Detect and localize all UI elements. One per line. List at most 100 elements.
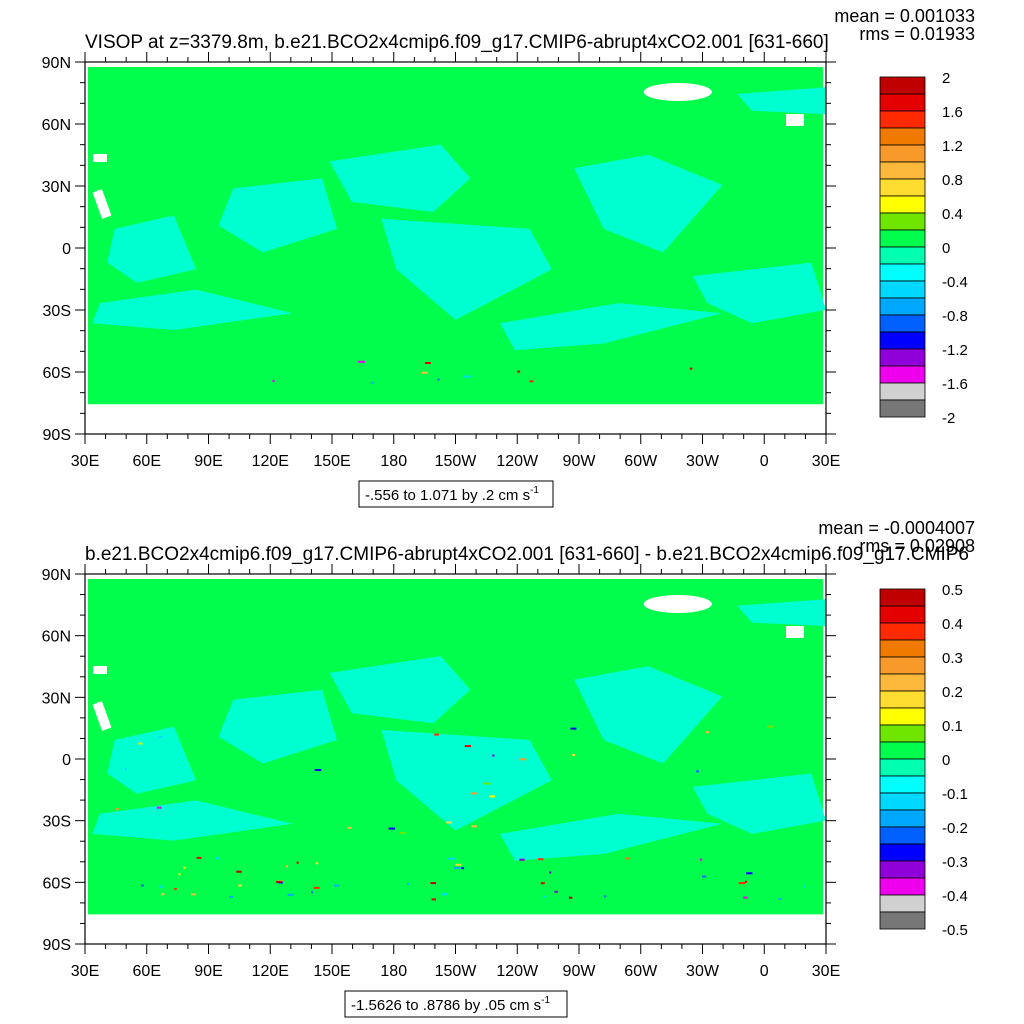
map-panel-2: b.e21.BCO2x4cmip6.f09_g17.CMIP6-abrupt4x… [42,518,975,1018]
speckle [570,727,577,730]
speckle [311,891,314,894]
land-blob [93,154,107,162]
x-tick-label: 120E [252,963,289,980]
x-tick-label: 30E [812,453,840,470]
speckle [738,882,746,885]
speckle [347,826,352,829]
speckle [434,733,439,736]
anomaly-patch [329,144,471,212]
rms-value: rms = 0.01933 [859,24,975,44]
speckle [540,882,545,885]
y-tick-label: 60S [43,365,71,382]
anomaly-patch [381,218,552,320]
speckle [554,890,558,893]
speckle [334,884,340,887]
mean-value: mean = -0.0004007 [818,518,975,538]
colorbar-label: -0.8 [942,308,968,325]
speckle [746,872,753,875]
colorbar-swatch [879,331,926,350]
panel-title: VISOP at z=3379.8m, b.e21.BCO2x4cmip6.f0… [85,32,829,53]
colorbar: 2 1.6 1.2 0.8 0.4 0 -0.4 -0.8 -1.2 -1.6 -2 [879,70,968,427]
y-tick-label: 60N [42,117,71,134]
colorbar-label: 0.5 [942,582,963,599]
land-blob [93,666,107,674]
panel-title: b.e21.BCO2x4cmip6.f09_g17.CMIP6-abrupt4x… [85,544,969,565]
colorbar-label: 1.2 [942,138,963,155]
speckle [156,806,162,809]
colorbar-swatch [879,877,926,896]
colorbar-swatch [879,843,926,862]
colorbar-swatch [879,280,926,299]
land-blob [643,83,712,101]
x-tick-label: 90W [563,963,597,980]
anomaly-patch [92,289,293,330]
y-tick-label: 0 [62,241,71,258]
speckle [272,380,275,382]
colorbar-swatch [879,93,926,112]
anomaly-patch [737,87,826,115]
speckle [296,861,299,864]
speckle [178,873,181,876]
speckle [529,380,534,383]
colorbar-swatch [879,809,926,828]
speckle [215,857,220,860]
colorbar-label: -0.5 [942,922,968,939]
x-tick-label: 60W [624,453,658,470]
speckle [446,821,452,824]
speckle [431,898,436,901]
rms-value: rms = 0.02908 [859,536,975,556]
speckle [141,884,144,887]
speckle [441,893,448,896]
colorbar-swatch [879,724,926,743]
colorbar-swatch [879,297,926,316]
speckle [743,896,748,899]
colorbar-swatch [879,894,926,913]
land-blob [92,189,112,219]
y-tick-label: 30S [43,303,71,320]
x-tick-label: 180 [380,453,407,470]
anomaly-patch [92,800,293,841]
speckle [470,792,477,795]
land-blob [786,626,804,638]
x-tick-label: 60E [133,453,161,470]
speckle [572,754,576,756]
anomaly-patch [574,666,723,764]
colorbar-label: 1.6 [942,104,963,121]
speckle [160,893,165,896]
speckle [314,769,322,771]
colorbar-label: 0 [942,752,950,769]
colorbar-swatch [879,673,926,692]
x-tick-label: 60E [133,963,161,980]
x-tick-label: 90W [563,453,597,470]
x-tick-label: 30W [686,453,720,470]
speckle [158,736,163,739]
x-tick-label: 120E [252,453,289,470]
x-tick-label: 150W [435,963,478,980]
colorbar-swatch [879,911,926,930]
colorbar-swatch [879,314,926,333]
range-note-box [344,990,568,1018]
anomaly-patch [737,599,826,626]
x-tick-label: 150E [313,963,350,980]
speckle [287,893,294,896]
colorbar-swatch [879,263,926,282]
colorbar-label: -0.4 [942,888,968,905]
anomaly-patch [218,689,337,764]
colorbar-swatch [879,758,926,777]
speckle [276,881,282,883]
land-blob [92,701,112,731]
colorbar-swatch [879,639,926,658]
speckle [448,857,455,860]
colorbar-swatch [879,195,926,214]
speckle [696,770,699,773]
colorbar-label: -2 [942,410,955,427]
speckle [174,887,177,890]
speckle [430,882,437,885]
colorbar-swatch [879,229,926,248]
speckle [388,827,396,830]
speckle [159,885,163,888]
speckle [116,808,119,811]
speckle [568,896,573,899]
speckle [424,362,431,364]
colorbar-label: 0.8 [942,172,963,189]
